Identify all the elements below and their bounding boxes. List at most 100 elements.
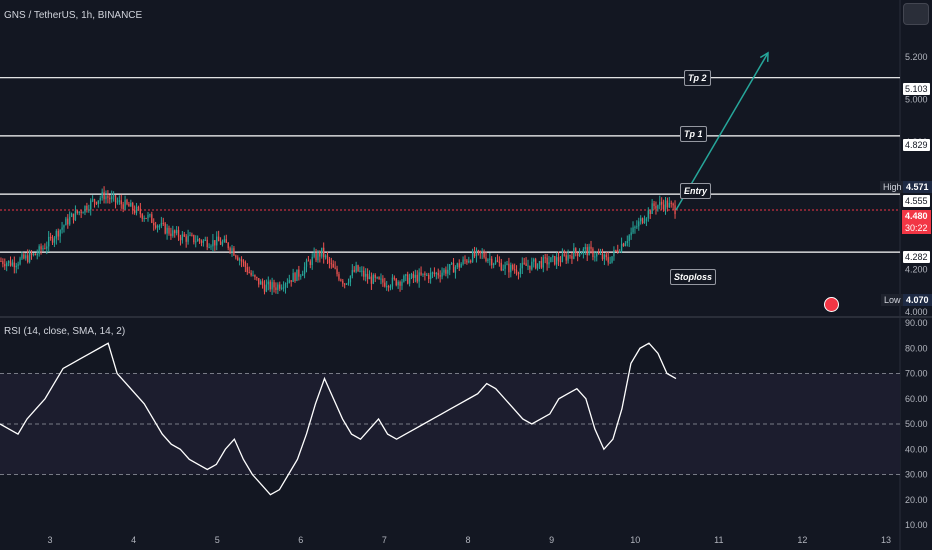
rsi-tick-label: 30.00 (905, 470, 928, 480)
candle-body (630, 232, 632, 236)
candle-body (4, 264, 6, 267)
candle-body (198, 238, 201, 241)
candle-body (265, 284, 268, 292)
candle-body (72, 213, 75, 221)
tp1-label: Tp 1 (680, 126, 707, 142)
candle-body (307, 260, 310, 262)
rsi-tick-label: 80.00 (905, 343, 928, 353)
settings-button[interactable] (903, 3, 929, 25)
candle-body (135, 206, 138, 213)
rsi-pane (0, 342, 900, 496)
candle-body (145, 218, 147, 220)
candle-body (439, 275, 441, 277)
candle-body (428, 274, 430, 280)
candle-body (670, 202, 672, 204)
tp2-label: Tp 2 (684, 70, 711, 86)
candle-body (471, 251, 474, 262)
time-tick-label: 13 (881, 535, 891, 545)
candle-body (649, 210, 651, 214)
earnings-flag-icon[interactable] (824, 297, 839, 312)
entry-label: Entry (680, 183, 712, 199)
candle-body (403, 275, 405, 282)
candle-body (139, 208, 142, 215)
candle-body (86, 205, 88, 210)
candle-body (300, 275, 302, 277)
candle-body (389, 286, 392, 288)
candlestick-series (0, 186, 676, 295)
candle-body (208, 247, 210, 249)
candle-body (361, 270, 363, 272)
candle-body (422, 273, 424, 275)
candle-body (319, 252, 321, 257)
candle-body (418, 272, 420, 282)
candle-body (231, 248, 233, 251)
candle-body (112, 195, 115, 197)
candle-body (313, 253, 315, 257)
candle-body (561, 254, 564, 262)
candle-body (517, 273, 520, 275)
candle-body (571, 256, 573, 259)
candle-body (668, 202, 670, 208)
candle-body (168, 227, 170, 234)
candle-body (183, 234, 185, 237)
candle-body (189, 234, 191, 236)
candle-body (267, 281, 269, 285)
candle-body (279, 284, 281, 289)
candle-body (298, 269, 300, 277)
candle-body (15, 265, 17, 268)
candle-body (584, 247, 586, 249)
candle-body (536, 263, 539, 269)
candle-body (449, 264, 451, 270)
candle-body (408, 277, 411, 284)
candle-body (36, 253, 38, 256)
candle-body (641, 218, 644, 224)
current-price-tag: 4.480 (902, 210, 931, 222)
candle-body (483, 252, 485, 258)
candle-body (401, 281, 403, 286)
candle-body (103, 191, 105, 200)
level-lines[interactable] (0, 77, 900, 253)
candle-body (258, 278, 260, 285)
candle-body (2, 261, 4, 265)
candle-body (447, 269, 449, 274)
candle-body (607, 257, 609, 263)
candle-body (305, 260, 308, 267)
candle-body (351, 270, 353, 276)
candle-body (151, 214, 153, 223)
candle-body (242, 261, 245, 263)
candle-body (238, 259, 241, 261)
candle-body (166, 227, 168, 234)
candle-body (177, 229, 180, 238)
candle-body (206, 239, 208, 248)
candle-body (380, 278, 382, 280)
candle-body (280, 287, 283, 289)
candle-body (575, 248, 577, 253)
candle-body (613, 250, 615, 257)
candle-body (326, 255, 329, 259)
candle-body (567, 255, 569, 261)
candle-body (248, 272, 250, 274)
candle-body (53, 238, 56, 243)
candle-body (666, 200, 669, 208)
candle-body (74, 210, 77, 221)
candle-body (481, 252, 483, 254)
candle-body (540, 261, 543, 268)
candle-body (513, 269, 516, 271)
candle-body (219, 241, 222, 245)
candle-body (114, 195, 117, 203)
candle-body (569, 255, 571, 257)
candle-body (172, 230, 174, 236)
time-tick-label: 10 (630, 535, 640, 545)
candle-body (70, 213, 73, 217)
candle-body (250, 272, 252, 276)
candle-body (229, 248, 231, 251)
candle-body (282, 287, 285, 289)
candle-body (42, 248, 44, 250)
candle-body (65, 218, 67, 226)
candle-body (174, 230, 176, 234)
candle-body (340, 279, 342, 281)
candle-body (93, 199, 96, 202)
candle-body (21, 254, 23, 259)
candle-body (527, 265, 529, 267)
